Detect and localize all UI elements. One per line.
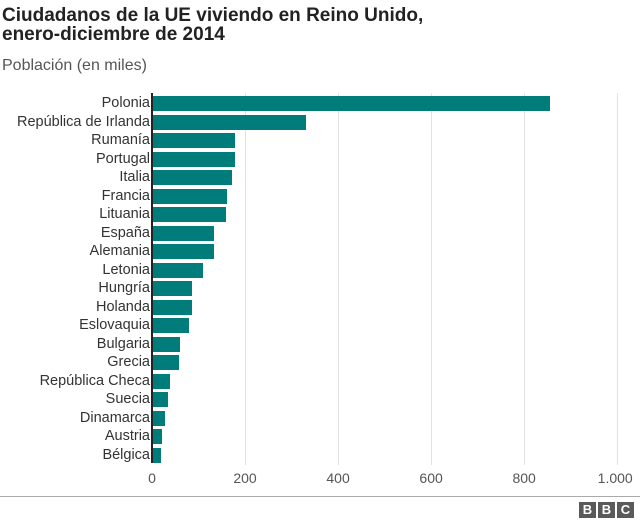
category-label: Letonia xyxy=(102,261,150,278)
bar-row: Bélgica xyxy=(0,446,640,465)
bbc-logo-b1: B xyxy=(579,502,596,518)
bar-row: Hungría xyxy=(0,279,640,298)
bar xyxy=(153,133,235,148)
bar xyxy=(153,96,550,111)
chart-title-line1: Ciudadanos de la UE viviendo en Reino Un… xyxy=(2,5,424,26)
bar-row: Portugal xyxy=(0,150,640,169)
bar xyxy=(153,373,171,389)
bar-row: Grecia xyxy=(0,353,640,372)
bar-row: Holanda xyxy=(0,298,640,317)
bar-row: Alemania xyxy=(0,242,640,261)
bar xyxy=(153,151,235,167)
bbc-logo-c: C xyxy=(617,502,634,518)
category-label: Bélgica xyxy=(102,446,150,463)
gridline xyxy=(431,93,433,465)
chart-title-line2: enero-diciembre de 2014 xyxy=(2,24,225,45)
category-label: Austria xyxy=(104,428,150,444)
bar-row: República de Irlanda xyxy=(0,113,640,132)
bar xyxy=(153,355,179,370)
bar xyxy=(153,281,193,296)
x-tick-label: 0 xyxy=(148,470,156,486)
bar-row: Italia xyxy=(0,168,640,187)
x-tick-label: 600 xyxy=(419,470,443,486)
gridline xyxy=(617,93,619,465)
category-label: Polonia xyxy=(101,95,150,111)
category-label: Suecia xyxy=(105,391,150,407)
category-label: Bulgaria xyxy=(96,335,150,352)
bar-row: Letonia xyxy=(0,261,640,280)
x-tick-label: 200 xyxy=(233,470,257,486)
bar xyxy=(153,225,214,241)
bar xyxy=(153,188,228,204)
category-label: Italia xyxy=(119,169,150,185)
bar-row: Austria xyxy=(0,427,640,446)
category-label: Rumanía xyxy=(91,132,150,148)
y-axis-line xyxy=(151,93,153,463)
bar xyxy=(153,410,166,426)
bar xyxy=(153,262,203,278)
category-label: España xyxy=(100,224,150,241)
bar-row: Eslovaquia xyxy=(0,316,640,335)
bar-row: Francia xyxy=(0,187,640,206)
chart-title: Ciudadanos de la UE viviendo en Reino Un… xyxy=(2,6,602,44)
footer-divider xyxy=(0,496,640,497)
bar xyxy=(153,392,168,407)
category-label: Hungría xyxy=(98,280,150,296)
category-label: República Checa xyxy=(39,372,150,389)
bar-row: República Checa xyxy=(0,372,640,391)
bar-row: Dinamarca xyxy=(0,409,640,428)
category-label: Portugal xyxy=(95,150,150,167)
gridline xyxy=(245,93,247,465)
bar xyxy=(153,207,226,222)
gridline xyxy=(338,93,340,465)
bar xyxy=(153,336,181,352)
chart-subtitle: Población (en miles) xyxy=(2,57,147,74)
bar xyxy=(153,318,190,333)
bar-chart: Polonia República de Irlanda Rumanía Portug… xyxy=(0,93,640,465)
bar xyxy=(153,429,163,444)
category-label: Dinamarca xyxy=(79,409,150,426)
category-label: Holanda xyxy=(95,298,150,315)
category-label: Grecia xyxy=(107,354,150,370)
x-tick-label: 400 xyxy=(326,470,350,486)
bar-row: Bulgaria xyxy=(0,335,640,354)
x-tick-label: 1.000 xyxy=(597,470,633,486)
bbc-logo: B B C xyxy=(579,502,634,518)
bar-row: España xyxy=(0,224,640,243)
bar-row: Suecia xyxy=(0,390,640,409)
bar xyxy=(153,299,192,315)
category-label: Eslovaquia xyxy=(79,317,150,333)
bar-row: Rumanía xyxy=(0,131,640,150)
category-label: Alemania xyxy=(89,243,150,259)
bar-row: Polonia xyxy=(0,94,640,113)
bar-row: Lituania xyxy=(0,205,640,224)
bar xyxy=(153,244,214,259)
bar xyxy=(153,114,306,130)
category-label: Lituania xyxy=(99,206,150,222)
bar xyxy=(153,447,161,463)
x-tick-label: 800 xyxy=(512,470,536,486)
bar xyxy=(153,170,232,185)
gridline xyxy=(524,93,526,465)
category-label: Francia xyxy=(101,187,150,204)
bbc-logo-b2: B xyxy=(598,502,615,518)
category-label: República de Irlanda xyxy=(16,113,150,130)
